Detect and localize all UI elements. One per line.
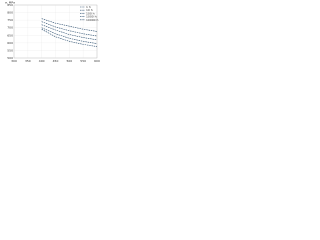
- series-line: [41, 24, 98, 41]
- y-tick-label: 850: [7, 3, 13, 7]
- x-tick-label: 550: [80, 59, 86, 63]
- series-line: [41, 18, 98, 32]
- y-axis-label: σ, MPa: [5, 1, 15, 5]
- x-tick-label: 400: [39, 59, 45, 63]
- legend-label: 100 h: [86, 11, 95, 15]
- series-line: [41, 21, 98, 37]
- x-tick-label: 600: [94, 59, 100, 63]
- x-tick-label: 300: [11, 59, 17, 63]
- x-tick-label: 500: [66, 59, 72, 63]
- legend-label: 1 h: [86, 5, 91, 9]
- legend-label: 10000 h: [86, 18, 98, 22]
- y-tick-label: 700: [7, 26, 13, 30]
- y-tick-label: 500: [7, 56, 13, 60]
- x-tick-label: 350: [25, 59, 31, 63]
- y-tick-label: 650: [7, 33, 13, 37]
- y-tick-label: 550: [7, 48, 13, 52]
- y-tick-label: 800: [7, 11, 13, 15]
- x-tick-label: 450: [53, 59, 59, 63]
- series-line: [41, 27, 98, 44]
- legend-label: 10 h: [86, 8, 93, 12]
- y-tick-label: 600: [7, 41, 13, 45]
- series-line: [41, 28, 98, 47]
- legend-label: 1000 h: [86, 15, 97, 19]
- y-tick-label: 750: [7, 18, 13, 22]
- chart: σ, MPa 500 550 600 650 700 750 800 850 300 350 400…: [5, 1, 100, 64]
